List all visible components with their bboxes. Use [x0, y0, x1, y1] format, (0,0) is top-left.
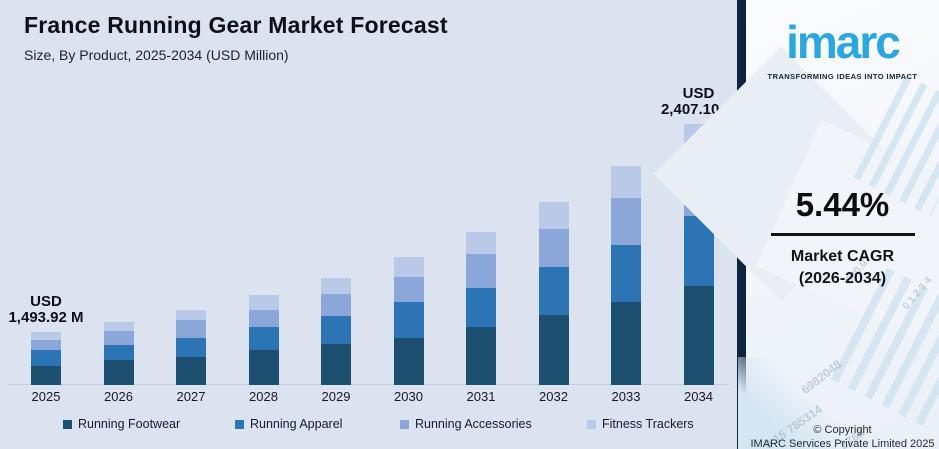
segment-fitness-trackers-2031[interactable]: [466, 232, 496, 254]
bar-chart: 2025 2026 2027 2028 2029 2030 2031 2032 2033 2034…: [8, 86, 736, 404]
x-tick-2027: 2027: [176, 389, 206, 404]
cagr-value: 5.44%: [795, 186, 890, 223]
segment-running-accessories-2026[interactable]: [103, 331, 134, 345]
panel-content: imarc TRANSFORMING IDEAS INTO IMPACT 5.4…: [746, 12, 939, 449]
segment-running-footwear-2033[interactable]: [611, 302, 641, 385]
segment-fitness-trackers-2029[interactable]: [321, 278, 351, 294]
segment-running-accessories-2025[interactable]: [31, 340, 61, 350]
x-tick-2033: 2033: [611, 389, 641, 404]
segment-running-footwear-2029[interactable]: [321, 344, 351, 385]
segment-running-apparel-2032[interactable]: [538, 267, 569, 315]
chart-region: France Running Gear Market Forecast Size…: [8, 12, 737, 431]
segment-running-footwear-2026[interactable]: [103, 360, 134, 385]
imarc-logo: imarc: [786, 16, 901, 68]
segment-running-apparel-2028[interactable]: [248, 327, 279, 350]
copyright: © Copyright IMARC Services Private Limit…: [746, 423, 939, 449]
bar-2026[interactable]: [103, 322, 134, 385]
segment-running-accessories-2030[interactable]: [393, 277, 424, 302]
bar-2032[interactable]: [538, 202, 569, 385]
bar-2027[interactable]: [176, 310, 206, 385]
x-tick-2029: 2029: [321, 389, 351, 404]
segment-running-apparel-2027[interactable]: [176, 338, 206, 357]
cagr-block: 5.44% Market CAGR (2026-2034): [746, 186, 939, 290]
segment-fitness-trackers-2026[interactable]: [103, 322, 134, 331]
legend-label: Running Accessories: [415, 417, 532, 431]
x-tick-2032: 2032: [539, 389, 568, 404]
copyright-line2: IMARC Services Private Limited 2025: [750, 438, 935, 449]
segment-running-accessories-2033[interactable]: [611, 198, 641, 245]
panel-triangle-decor: [738, 357, 853, 449]
x-axis-line: [8, 384, 729, 385]
segment-fitness-trackers-2027[interactable]: [176, 310, 206, 320]
bar-2031[interactable]: [466, 232, 496, 385]
segment-running-footwear-2032[interactable]: [538, 315, 569, 385]
cagr-period: (2026-2034): [798, 270, 887, 287]
legend-item-fitness-trackers[interactable]: Fitness Trackers: [587, 417, 694, 431]
segment-running-apparel-2030[interactable]: [393, 302, 424, 338]
segment-running-accessories-2027[interactable]: [176, 320, 206, 338]
x-tick-2034: 2034: [684, 389, 713, 404]
legend-swatch-running-footwear: [63, 419, 72, 429]
value-label-2025: USD 1,493.92 M: [8, 293, 84, 326]
x-tick-2028: 2028: [249, 389, 278, 404]
bar-2033[interactable]: [611, 166, 641, 385]
legend-label: Running Footwear: [78, 417, 181, 431]
bar-2025[interactable]: [31, 332, 61, 385]
x-tick-2025: 2025: [31, 389, 61, 404]
segment-running-accessories-2028[interactable]: [248, 310, 279, 327]
segment-fitness-trackers-2032[interactable]: [538, 202, 569, 229]
page-subtitle: Size, By Product, 2025-2034 (USD Million…: [24, 47, 289, 63]
x-tick-2030: 2030: [394, 389, 423, 404]
segment-running-apparel-2033[interactable]: [611, 245, 641, 302]
cagr-label: Market CAGR: [790, 248, 895, 265]
page-title: France Running Gear Market Forecast: [24, 12, 448, 38]
segment-running-apparel-2029[interactable]: [321, 316, 351, 344]
segment-running-footwear-2030[interactable]: [393, 338, 424, 385]
legend-swatch-running-apparel: [235, 419, 244, 429]
x-tick-2026: 2026: [104, 389, 133, 404]
segment-running-footwear-2028[interactable]: [248, 350, 279, 385]
bar-2028[interactable]: [248, 295, 279, 385]
bar-2030[interactable]: [393, 257, 424, 385]
segment-running-footwear-2034[interactable]: [683, 286, 714, 385]
segment-fitness-trackers-2030[interactable]: [393, 257, 424, 277]
legend-item-running-apparel[interactable]: Running Apparel: [235, 417, 342, 431]
cagr-divider: [770, 233, 915, 236]
segment-fitness-trackers-2033[interactable]: [611, 166, 641, 198]
brand-panel: imarc TRANSFORMING IDEAS INTO IMPACT 5.4…: [653, 0, 939, 449]
legend-label: Fitness Trackers: [602, 417, 694, 431]
segment-running-apparel-2031[interactable]: [466, 288, 496, 327]
segment-running-footwear-2031[interactable]: [466, 327, 496, 385]
legend-item-running-footwear[interactable]: Running Footwear: [63, 417, 180, 431]
segment-fitness-trackers-2025[interactable]: [31, 332, 61, 340]
segment-running-accessories-2029[interactable]: [321, 294, 351, 316]
bar-2029[interactable]: [321, 278, 351, 385]
segment-running-apparel-2026[interactable]: [103, 345, 134, 360]
copyright-line1: © Copyright: [813, 424, 872, 436]
legend-label: Running Apparel: [250, 417, 343, 431]
segment-running-apparel-2025[interactable]: [31, 350, 61, 366]
segment-running-accessories-2032[interactable]: [538, 229, 569, 267]
x-tick-2031: 2031: [466, 389, 496, 404]
segment-running-accessories-2031[interactable]: [466, 254, 496, 288]
segment-fitness-trackers-2028[interactable]: [248, 295, 279, 310]
segment-running-footwear-2027[interactable]: [176, 357, 206, 385]
logo-tagline: TRANSFORMING IDEAS INTO IMPACT: [767, 72, 918, 81]
legend-item-running-accessories[interactable]: Running Accessories: [400, 417, 532, 431]
legend-swatch-running-accessories: [400, 419, 409, 429]
segment-running-footwear-2025[interactable]: [31, 366, 61, 385]
legend-swatch-fitness-trackers: [587, 419, 596, 429]
